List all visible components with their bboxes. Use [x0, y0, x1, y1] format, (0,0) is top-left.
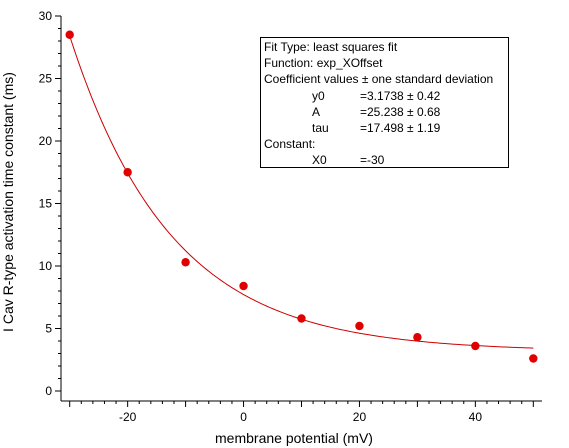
constant-header: Constant: [264, 137, 316, 152]
y-tick-label: 20 [39, 134, 53, 148]
data-point [471, 341, 480, 351]
y-tick-label: 25 [39, 72, 53, 86]
function-text: Function: exp_XOffset [264, 56, 383, 71]
coefficient-header: Coefficient values ± one standard deviat… [264, 72, 494, 87]
data-point [413, 333, 422, 342]
constant-row: X0 =-30 [264, 152, 505, 168]
y-axis-label: I Cav R-type activation time constant (m… [0, 72, 16, 332]
axes: 0 5 10 15 20 25 30 -20 0 20 40 [39, 9, 542, 424]
coefficient-name: y0 [312, 88, 325, 103]
x-axis-label: membrane potential (mV) [215, 430, 373, 446]
fit-type-text: Fit Type: least squares fit [264, 40, 398, 54]
x-tick-label: 40 [469, 410, 483, 424]
coefficient-row: tau =17.498 ± 1.19 [264, 120, 505, 136]
coefficient-value: =17.498 ± 1.19 [360, 120, 441, 135]
data-point [181, 258, 190, 267]
data-points [65, 30, 538, 363]
data-point [123, 168, 132, 177]
y-tick-label: 0 [45, 384, 52, 398]
constant-value: =-30 [360, 153, 385, 168]
fit-results-box: Fit Type: least squares fit Function: ex… [260, 37, 509, 168]
coefficient-value: =3.1738 ± 0.42 [360, 88, 441, 103]
data-point [529, 354, 538, 363]
coefficient-name: A [312, 104, 321, 119]
x-tick-label: 0 [240, 410, 247, 424]
x-tick-label: -20 [119, 410, 137, 424]
data-point [297, 314, 306, 323]
data-point [355, 321, 364, 331]
y-tick-label: 10 [39, 259, 53, 273]
coefficient-row: A =25.238 ± 0.68 [264, 104, 505, 120]
y-tick-label: 30 [39, 9, 53, 23]
y-tick-label: 15 [39, 197, 53, 211]
y-tick-label: 5 [45, 322, 52, 336]
data-point [239, 281, 248, 291]
coefficient-name: tau [312, 120, 329, 135]
coefficient-row: y0 =3.1738 ± 0.42 [264, 88, 505, 104]
constant-name: X0 [312, 153, 327, 168]
coefficient-value: =25.238 ± 0.68 [360, 104, 441, 119]
x-tick-label: 20 [353, 410, 367, 424]
data-point [65, 30, 74, 39]
